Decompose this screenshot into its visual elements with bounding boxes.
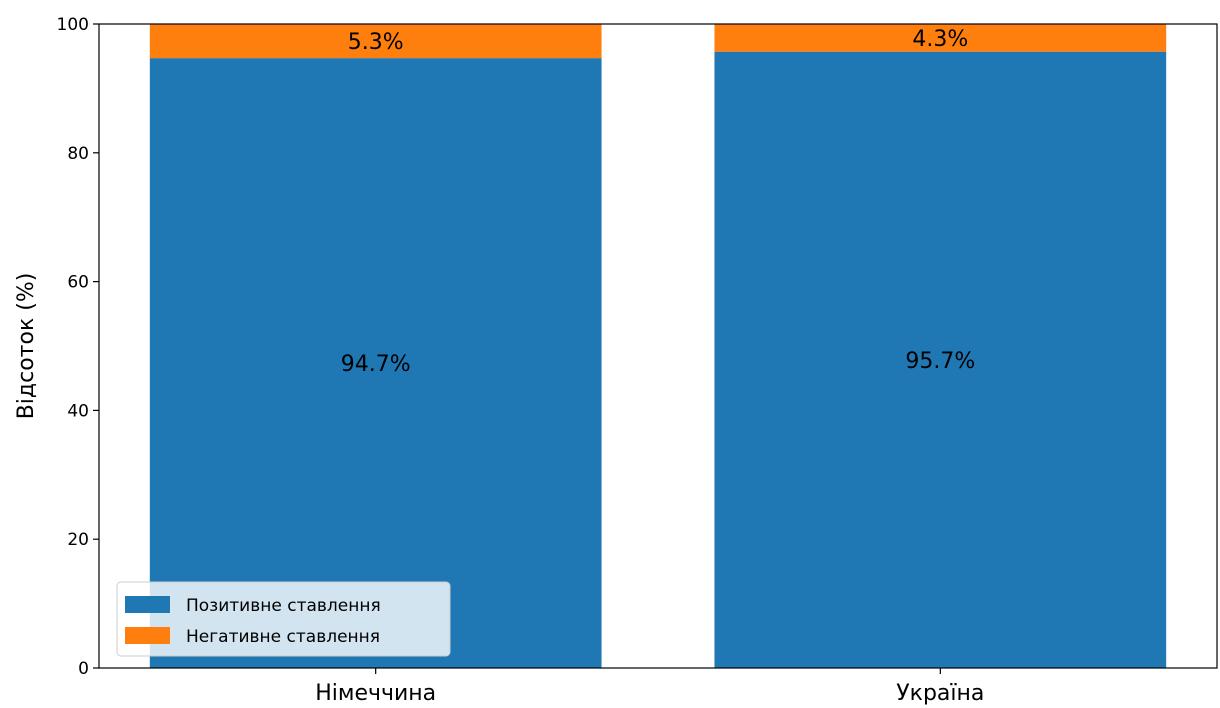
legend-frame: [116, 581, 451, 657]
legend-label: Позитивне ставлення: [186, 596, 381, 616]
y-tick-label: 100: [57, 15, 89, 35]
bar-segment-positive-1: [714, 51, 1167, 668]
bar-value-label: 94.7%: [341, 352, 411, 377]
bar-segment-positive-0: [149, 58, 602, 668]
y-axis-label: Відсоток (%): [14, 273, 39, 420]
bar-labels-layer: 94.7% 5.3% 95.7% 4.3%: [341, 27, 976, 377]
bar-segment-negative-0: [149, 24, 602, 59]
bar-value-label: 95.7%: [905, 349, 975, 374]
x-tick-label: Україна: [896, 681, 984, 706]
axes-layer: [98, 23, 1218, 669]
x-axis-ticks: Німеччина Україна: [315, 668, 984, 706]
x-tick-label: Німеччина: [315, 681, 436, 706]
y-tick-label: 20: [67, 530, 89, 550]
y-tick-label: 0: [78, 659, 89, 679]
legend: Позитивне ставлення Негативне ставлення: [116, 581, 451, 657]
y-axis-ticks: 0 20 40 60 80 100: [57, 15, 99, 679]
plot-frame: [98, 23, 1218, 669]
y-tick-label: 40: [67, 401, 89, 421]
bars-layer: [149, 24, 1167, 668]
bar-value-label: 5.3%: [348, 30, 404, 55]
bar-segment-negative-1: [714, 24, 1167, 52]
y-tick-label: 60: [67, 273, 89, 293]
legend-swatch-positive: [125, 596, 170, 613]
bar-value-label: 4.3%: [912, 27, 968, 52]
legend-label: Негативне ставлення: [186, 627, 380, 647]
y-tick-label: 80: [67, 144, 89, 164]
legend-swatch-negative: [125, 627, 170, 644]
